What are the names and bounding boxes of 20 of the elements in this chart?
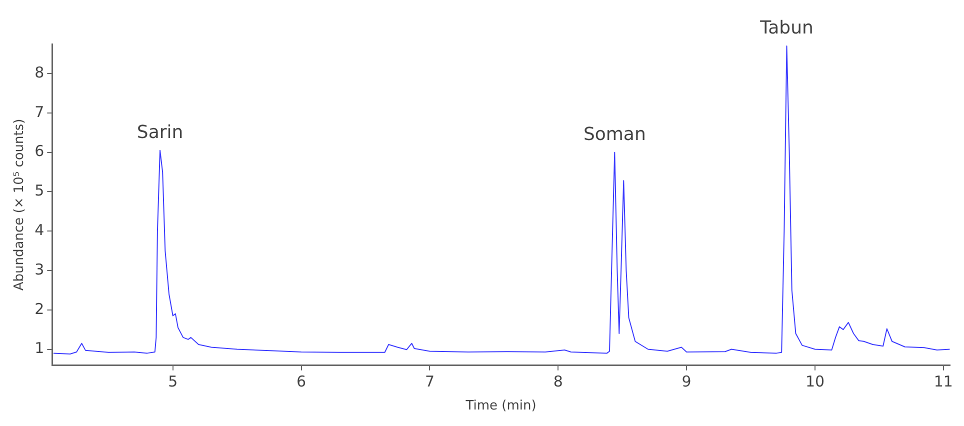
x-tick-label: 6 xyxy=(296,372,306,390)
annotation: Tabun xyxy=(759,18,814,39)
y-tick-label: 3 xyxy=(34,260,44,278)
y-tick-label: 8 xyxy=(34,63,44,82)
y-axis-title: Abundance (× 10⁵ counts) xyxy=(12,118,28,291)
x-tick-label: 10 xyxy=(805,372,825,390)
y-tick-label: 5 xyxy=(34,182,44,200)
x-tick-label: 5 xyxy=(168,372,178,390)
y-tick-label: 1 xyxy=(34,339,44,358)
x-tick-label: 7 xyxy=(424,372,434,390)
y-tick-label: 2 xyxy=(34,300,44,318)
annotation: Soman xyxy=(583,124,646,145)
x-tick-label: 11 xyxy=(934,372,953,390)
annotation: Sarin xyxy=(136,122,184,144)
y-tick-label: 6 xyxy=(34,142,44,160)
x-tick-label: 8 xyxy=(553,372,563,390)
x-tick-label: 9 xyxy=(682,372,692,390)
y-tick-label: 4 xyxy=(34,220,44,239)
y-tick-label: 7 xyxy=(34,102,44,121)
x-axis-title: Time (min) xyxy=(464,398,536,414)
